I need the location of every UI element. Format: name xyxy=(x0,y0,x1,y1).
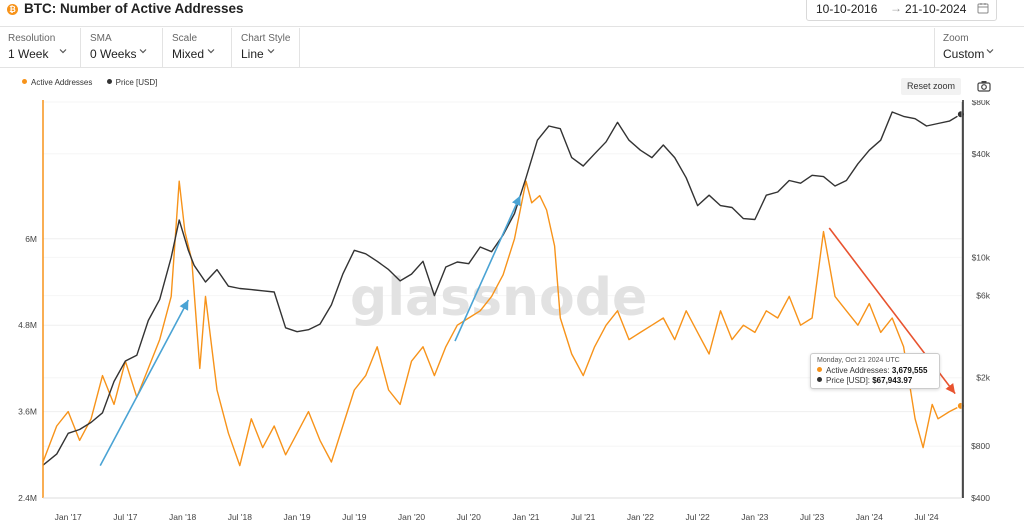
x-tick-label: Jan '20 xyxy=(398,512,425,522)
sma-value[interactable]: 0 Weeks xyxy=(90,47,137,61)
resolution-select[interactable]: Resolution 1 Week xyxy=(0,28,81,67)
left-tick-label: 4.8M xyxy=(18,320,37,330)
legend-item-active-addresses[interactable]: Active Addresses xyxy=(22,78,92,87)
chart-legend: Active Addresses Price [USD] xyxy=(22,78,169,87)
x-tick-label: Jul '24 xyxy=(914,512,939,522)
camera-icon[interactable] xyxy=(977,80,991,92)
x-tick-label: Jul '20 xyxy=(457,512,482,522)
left-tick-label: 6M xyxy=(25,234,37,244)
x-tick-label: Jan '21 xyxy=(512,512,539,522)
title-bar: ₿ BTC: Number of Active Addresses 10-10-… xyxy=(0,0,1024,27)
x-tick-label: Jul '17 xyxy=(113,512,138,522)
zoom-label: Zoom xyxy=(943,33,969,44)
sma-select[interactable]: SMA 0 Weeks xyxy=(82,28,163,67)
chevron-down-icon[interactable] xyxy=(138,46,148,56)
x-tick-label: Jan '18 xyxy=(169,512,196,522)
legend-dot xyxy=(106,79,112,84)
trend-arrow xyxy=(99,299,190,466)
bitcoin-icon: ₿ xyxy=(7,4,18,15)
tooltip-value: $67,943.97 xyxy=(872,376,913,385)
arrow-right-icon: → xyxy=(890,1,902,15)
chart-controls: Resolution 1 Week SMA 0 Weeks Scale Mixe… xyxy=(0,28,1024,68)
legend-label: Price [USD] xyxy=(115,78,158,87)
right-tick-label: $800 xyxy=(971,441,990,451)
x-tick-label: Jan '19 xyxy=(283,512,310,522)
calendar-icon[interactable] xyxy=(977,2,989,14)
scale-select[interactable]: Scale Mixed xyxy=(164,28,232,67)
page-title: BTC: Number of Active Addresses xyxy=(24,1,244,16)
resolution-label: Resolution xyxy=(8,33,56,44)
legend-dot xyxy=(22,79,27,84)
x-tick-label: Jul '19 xyxy=(342,512,367,522)
resolution-value[interactable]: 1 Week xyxy=(8,47,49,61)
tooltip-dot xyxy=(817,377,822,382)
date-from[interactable]: 10-10-2016 xyxy=(816,2,878,16)
x-tick-label: Jan '24 xyxy=(856,512,883,522)
scale-value[interactable]: Mixed xyxy=(172,47,205,61)
x-tick-label: Jul '23 xyxy=(800,512,825,522)
chevron-down-icon[interactable] xyxy=(266,46,276,56)
chart-style-select[interactable]: Chart Style Line xyxy=(233,28,300,67)
zoom-select[interactable]: Zoom Custom xyxy=(934,28,1024,67)
tooltip-value: 3,679,555 xyxy=(891,366,928,375)
scale-label: Scale xyxy=(172,33,198,44)
series-line-price-usd- xyxy=(42,111,962,466)
tooltip-label: Price [USD]: xyxy=(826,376,873,385)
tooltip: Monday, Oct 21 2024 UTC Active Addresses… xyxy=(810,353,940,389)
sma-label: SMA xyxy=(90,33,112,44)
chevron-down-icon[interactable] xyxy=(985,46,995,56)
trend-arrow xyxy=(454,195,521,342)
legend-label: Active Addresses xyxy=(31,78,93,87)
series-line-active-addresses xyxy=(42,180,962,467)
reset-zoom-button[interactable]: Reset zoom xyxy=(901,78,961,95)
date-to[interactable]: 21-10-2024 xyxy=(905,2,967,16)
right-tick-label: $2k xyxy=(976,373,990,383)
x-tick-label: Jan '22 xyxy=(627,512,654,522)
tooltip-label: Active Addresses: xyxy=(826,366,892,375)
chevron-down-icon[interactable] xyxy=(206,46,216,56)
legend-item-price[interactable]: Price [USD] xyxy=(106,78,158,87)
left-tick-label: 2.4M xyxy=(18,493,37,503)
date-range-picker[interactable]: 10-10-2016 → 21-10-2024 xyxy=(806,0,997,21)
chart-style-label: Chart Style xyxy=(241,33,291,44)
series-layer xyxy=(42,102,965,498)
tooltip-row-price: Price [USD]: $67,943.97 xyxy=(817,376,912,385)
tooltip-date: Monday, Oct 21 2024 UTC xyxy=(817,357,900,364)
axes: Jan '17 Jul '17 Jan '18 Jul '18 Jan '19 Jul '… xyxy=(18,100,991,522)
chevron-down-icon[interactable] xyxy=(58,46,68,56)
x-tick-label: Jan '23 xyxy=(741,512,768,522)
chart-style-value[interactable]: Line xyxy=(241,47,264,61)
annotations xyxy=(99,195,956,466)
zoom-value[interactable]: Custom xyxy=(943,47,985,61)
watermark: glassnode xyxy=(350,268,647,328)
x-tick-label: Jul '18 xyxy=(228,512,253,522)
x-tick-label: Jul '21 xyxy=(571,512,596,522)
tooltip-dot xyxy=(817,367,822,372)
chart-area[interactable]: glassnode Jan '17 Jul '17 Jan '18 Jul '18 Ja… xyxy=(0,100,1024,531)
right-tick-label: $80k xyxy=(972,100,991,107)
x-tick-label: Jul '22 xyxy=(685,512,710,522)
right-tick-label: $400 xyxy=(971,493,990,503)
right-tick-label: $10k xyxy=(972,252,991,262)
right-tick-label: $40k xyxy=(972,149,991,159)
tooltip-row-active-addresses: Active Addresses: 3,679,555 xyxy=(817,366,927,375)
x-tick-label: Jan '17 xyxy=(55,512,82,522)
left-tick-label: 3.6M xyxy=(18,407,37,417)
right-tick-label: $6k xyxy=(976,291,990,301)
